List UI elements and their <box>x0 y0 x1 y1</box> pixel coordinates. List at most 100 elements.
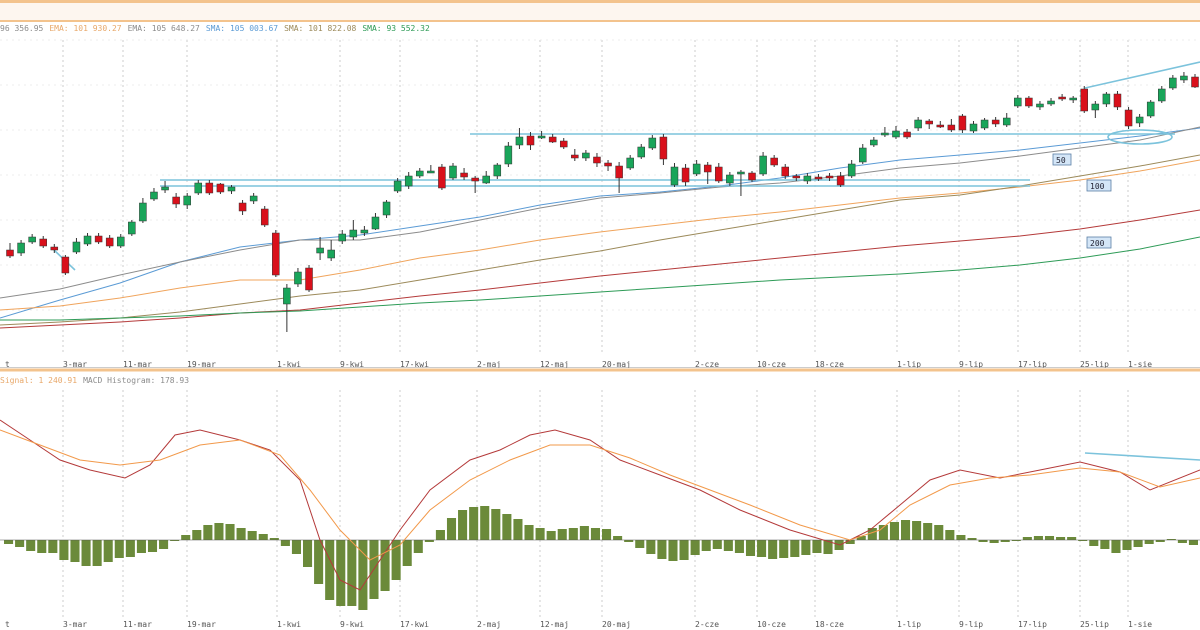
candle <box>814 176 823 180</box>
candle <box>859 147 867 163</box>
x-tick-label: 20-maj <box>602 620 631 629</box>
candle <box>1069 97 1077 101</box>
candle <box>382 201 391 216</box>
macd-histogram-bar <box>901 520 911 540</box>
candle <box>83 235 92 245</box>
x-tick-label: 2-maj <box>477 360 501 368</box>
candle <box>1180 75 1188 81</box>
macd-legend: Signal: 1 240.91 MACD Histogram: 178.93 <box>0 376 195 388</box>
candle <box>216 183 225 193</box>
macd-histogram-bar <box>856 536 866 540</box>
macd-histogram-bar <box>668 540 678 561</box>
candle <box>1047 100 1055 105</box>
macd-histogram-bar <box>546 531 556 540</box>
candle <box>393 180 402 192</box>
macd-chart[interactable]: t 3-mar 11-mar 19-mar 1-kwi 9-kwi 17-kwi 2-maj 1… <box>0 368 1200 630</box>
macd-histogram-bar <box>945 530 955 540</box>
macd-histogram-bar <box>4 540 14 544</box>
x-tick-label: 11-mar <box>123 620 152 629</box>
candle <box>903 131 911 138</box>
macd-histogram-bar <box>1089 540 1099 546</box>
macd-histogram-bar <box>269 538 279 540</box>
candle <box>1036 103 1044 108</box>
macd-histogram-bar <box>446 518 457 540</box>
macd-histogram-bar <box>480 506 490 540</box>
macd-histogram-bar <box>801 540 811 555</box>
ma-label-box <box>1052 153 1072 166</box>
candle <box>670 166 679 186</box>
candle <box>582 152 590 159</box>
macd-histogram-bar <box>657 540 667 559</box>
macd-legend-item-0: Signal: 1 240.91 <box>0 376 78 385</box>
ma-line-3 <box>0 154 1200 326</box>
candle <box>1014 97 1022 107</box>
legend-item-2: EMA: 105 648.27 <box>127 24 200 33</box>
ma-line-0 <box>0 127 1200 319</box>
x-tick-label: 3-mar <box>63 620 87 629</box>
macd-histogram-bar <box>1100 540 1110 549</box>
macd-histogram-bar <box>535 528 545 540</box>
candle <box>116 236 125 247</box>
candle <box>1025 97 1033 107</box>
candle <box>272 232 280 276</box>
trendline-3 <box>1084 61 1200 89</box>
price-chart[interactable]: t 3-mar 11-mar 19-mar 1-kwi 9-kwi 17-kwi 2-maj 1… <box>0 38 1200 368</box>
x-tick-label: 9-kwi <box>340 620 364 629</box>
x-tick-label: 12-maj <box>540 620 569 629</box>
legend-item-4: SMA: 101 822.08 <box>284 24 357 33</box>
macd-histogram-bar <box>613 536 623 540</box>
candle <box>449 165 457 179</box>
macd-histogram-bar <box>225 524 235 540</box>
macd-histogram-bar <box>325 540 335 600</box>
macd-histogram-bar <box>491 509 501 540</box>
macd-histogram-bar <box>646 540 656 554</box>
macd-histogram-bar <box>26 540 36 551</box>
candle <box>94 235 103 243</box>
macd-histogram-bar <box>236 528 246 540</box>
x-tick-label: 25-lip <box>1080 360 1109 368</box>
candle <box>249 195 258 202</box>
candle <box>150 191 158 200</box>
macd-histogram-bar <box>1033 536 1043 540</box>
candle <box>161 186 169 191</box>
candle <box>571 154 579 159</box>
macd-histogram-bar <box>358 540 368 610</box>
macd-histogram-bar <box>989 540 999 543</box>
candle <box>737 171 745 175</box>
macd-histogram-bar <box>391 540 401 580</box>
candle <box>227 186 236 192</box>
macd-histogram-bar <box>1044 536 1055 540</box>
x-tick-label: 1-kwi <box>277 620 301 629</box>
macd-histogram-bar <box>247 531 257 540</box>
candle <box>194 182 203 194</box>
candle <box>404 175 413 187</box>
candle <box>128 221 136 235</box>
candle <box>50 246 59 251</box>
candle <box>338 233 346 242</box>
candle <box>1080 88 1089 112</box>
macd-histogram-bar <box>125 540 135 557</box>
candle <box>936 124 945 128</box>
candle <box>881 132 889 136</box>
macd-histogram-bar <box>192 530 202 540</box>
candle <box>283 287 291 305</box>
macd-histogram-bar <box>59 540 69 560</box>
candle <box>294 271 302 285</box>
macd-histogram-bar <box>690 540 700 555</box>
x-tick-label: 9-kwi <box>340 360 364 368</box>
macd-histogram-bar <box>435 530 445 540</box>
macd-histogram-bar <box>701 540 711 551</box>
macd-histogram-bar <box>1056 537 1066 540</box>
x-tick-label: 10-cze <box>757 620 786 629</box>
candle <box>172 196 180 205</box>
candle <box>482 175 490 184</box>
macd-histogram-bar <box>513 519 523 540</box>
macd-histogram-bar <box>214 523 224 540</box>
candle <box>759 155 767 175</box>
candle <box>1124 109 1133 127</box>
legend-item-5: SMA: 93 552.32 <box>362 24 430 33</box>
macd-histogram-bar <box>602 529 612 540</box>
candle <box>504 145 513 165</box>
x-tick-label: 2-cze <box>695 620 719 629</box>
ma-label-text: 100 <box>1090 182 1105 191</box>
